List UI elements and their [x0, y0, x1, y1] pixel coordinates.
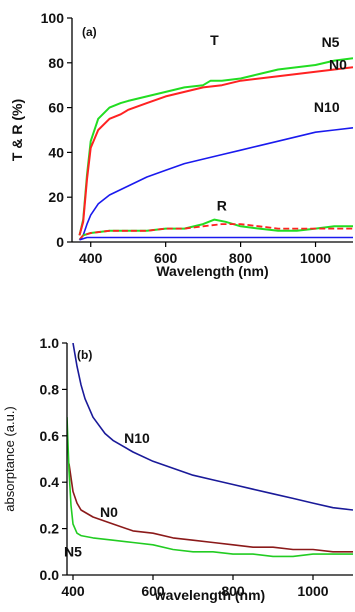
- y-tick-label: 1.0: [40, 335, 60, 351]
- series-line-n0: [78, 66, 353, 236]
- y-tick-label: 0.4: [40, 474, 60, 490]
- series-line-n10: [78, 127, 353, 241]
- series-line-n0: [68, 463, 353, 553]
- y-axis-label: absorptance (a.u.): [2, 406, 17, 512]
- y-tick-label: 0.8: [40, 381, 60, 397]
- panel-label: (a): [82, 25, 97, 39]
- series-annotation: R: [217, 198, 227, 214]
- x-tick-label: 1000: [297, 583, 328, 599]
- series-annotation: N10: [124, 430, 150, 446]
- x-tick-label: 400: [61, 583, 85, 599]
- series-annotation: N0: [100, 504, 118, 520]
- x-tick-label: 600: [141, 583, 165, 599]
- y-tick-label: 40: [48, 144, 64, 160]
- series-annotation: N5: [322, 34, 340, 50]
- y-tick-label: 80: [48, 55, 64, 71]
- series-annotation: N5: [64, 543, 82, 559]
- series-line-n5: [67, 417, 353, 558]
- series-line-r-n0: [78, 223, 353, 241]
- y-tick-label: 0: [56, 234, 64, 250]
- x-tick-label: 1000: [300, 250, 331, 266]
- series-annotation: N0: [329, 57, 347, 73]
- series-line-r-n10: [79, 236, 353, 241]
- series-line-n10: [72, 343, 353, 511]
- series-annotation: N10: [314, 99, 340, 115]
- y-tick-label: 100: [41, 10, 65, 26]
- series-line-n5: [78, 57, 353, 236]
- x-axis-label: wavelength (nm): [154, 587, 265, 603]
- x-axis-label: Wavelength (nm): [156, 263, 268, 279]
- y-tick-label: 60: [48, 100, 64, 116]
- x-tick-label: 800: [221, 583, 245, 599]
- y-tick-label: 0.6: [40, 428, 60, 444]
- series-annotation: T: [210, 32, 219, 48]
- y-tick-label: 20: [48, 189, 64, 205]
- y-tick-label: 0.2: [40, 521, 60, 537]
- panel-label: (b): [77, 348, 92, 362]
- x-tick-label: 400: [79, 250, 103, 266]
- y-tick-label: 0.0: [40, 567, 60, 583]
- y-axis-label: T & R (%): [9, 99, 25, 161]
- x-tick-label: 600: [154, 250, 178, 266]
- x-tick-label: 800: [229, 250, 253, 266]
